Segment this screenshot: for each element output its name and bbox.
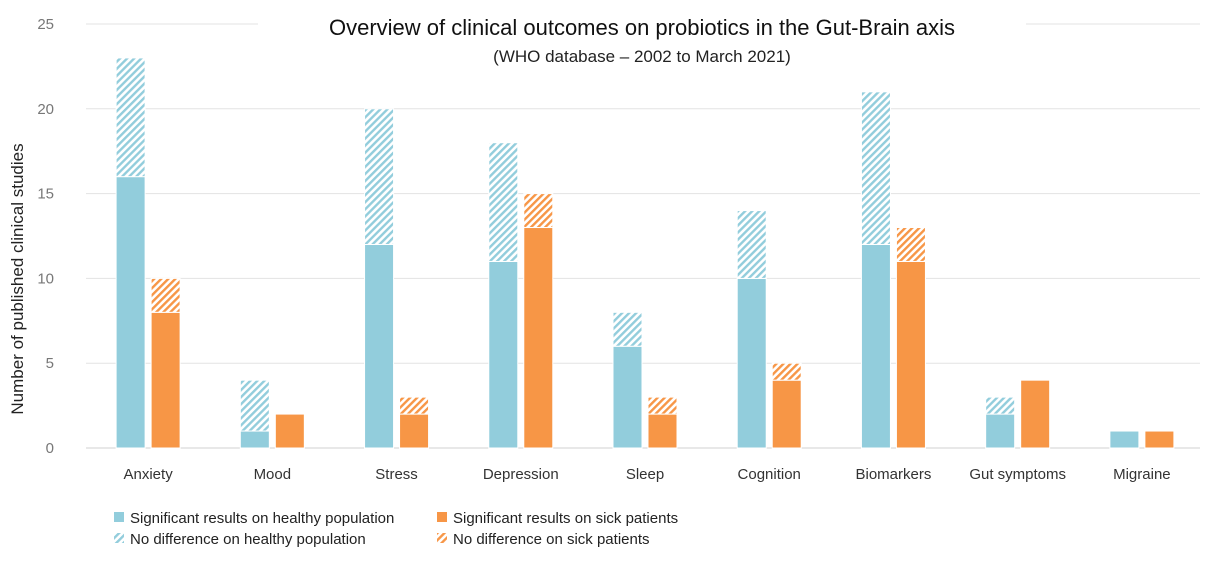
y-axis-ticks: 0 5 10 15 20 25 (37, 16, 54, 457)
category-label: Anxiety (124, 466, 174, 483)
bar-healthy-significant (985, 413, 1016, 449)
bar-healthy-significant (488, 260, 519, 449)
legend-label-healthy-nodiff: No difference on healthy population (130, 531, 366, 548)
category-label: Stress (375, 466, 418, 483)
bar-healthy-significant (364, 243, 395, 449)
bar-sick-significant (771, 379, 802, 449)
category-label: Biomarkers (856, 466, 932, 483)
legend-label-sick-nodiff: No difference on sick patients (453, 531, 650, 548)
bar-sick-no-difference (647, 396, 678, 415)
y-tick-label: 0 (46, 440, 54, 457)
category-label: Sleep (626, 466, 664, 483)
bar-sick-no-difference (771, 362, 802, 381)
category-label: Cognition (738, 466, 801, 483)
bar-healthy-significant (860, 243, 891, 449)
legend: Significant results on healthy populatio… (114, 510, 678, 548)
bar-healthy-significant (1109, 430, 1140, 449)
category-label: Migraine (1113, 466, 1171, 483)
category-label: Depression (483, 466, 559, 483)
bar-healthy-no-difference (612, 311, 643, 347)
y-tick-label: 25 (37, 16, 54, 33)
bar-sick-significant (399, 413, 430, 449)
bar-healthy-no-difference (736, 210, 767, 279)
category-labels: Anxiety Mood Stress Depression Sleep Cognitio… (124, 466, 1171, 483)
bar-sick-significant (1144, 430, 1175, 449)
bars (115, 57, 1175, 449)
y-tick-label: 15 (37, 186, 54, 203)
legend-swatch-sick-nodiff (437, 533, 447, 543)
bar-healthy-significant (736, 277, 767, 449)
bar-healthy-significant (612, 345, 643, 449)
y-tick-label: 10 (37, 270, 54, 287)
bar-sick-no-difference (523, 193, 554, 229)
y-tick-label: 5 (46, 355, 54, 372)
legend-swatch-healthy-significant (114, 512, 124, 522)
legend-label-healthy-significant: Significant results on healthy populatio… (130, 510, 394, 527)
bar-sick-significant (1020, 379, 1051, 449)
legend-swatch-sick-significant (437, 512, 447, 522)
bar-healthy-no-difference (488, 142, 519, 262)
bar-sick-significant (647, 413, 678, 449)
bar-sick-significant (150, 311, 181, 449)
bar-sick-significant (895, 260, 926, 449)
category-label: Mood (254, 466, 292, 483)
bar-sick-significant (523, 227, 554, 449)
title-background (258, 6, 1026, 74)
bar-healthy-no-difference (860, 91, 891, 245)
bar-healthy-no-difference (985, 396, 1016, 415)
legend-swatch-healthy-nodiff (114, 533, 124, 543)
bar-healthy-no-difference (115, 57, 146, 178)
bar-healthy-no-difference (364, 108, 395, 245)
y-tick-label: 20 (37, 101, 54, 118)
bar-sick-no-difference (895, 227, 926, 262)
bar-sick-significant (274, 413, 305, 449)
bar-healthy-significant (115, 176, 146, 449)
bar-sick-no-difference (150, 277, 181, 313)
bar-sick-no-difference (399, 396, 430, 415)
y-axis-label: Number of published clinical studies (8, 143, 27, 414)
category-label: Gut symptoms (969, 466, 1066, 483)
legend-label-sick-significant: Significant results on sick patients (453, 510, 678, 527)
bar-healthy-no-difference (239, 379, 270, 432)
bar-healthy-significant (239, 430, 270, 449)
chart-subtitle: (WHO database – 2002 to March 2021) (493, 47, 791, 66)
chart-title: Overview of clinical outcomes on probiot… (329, 15, 955, 40)
